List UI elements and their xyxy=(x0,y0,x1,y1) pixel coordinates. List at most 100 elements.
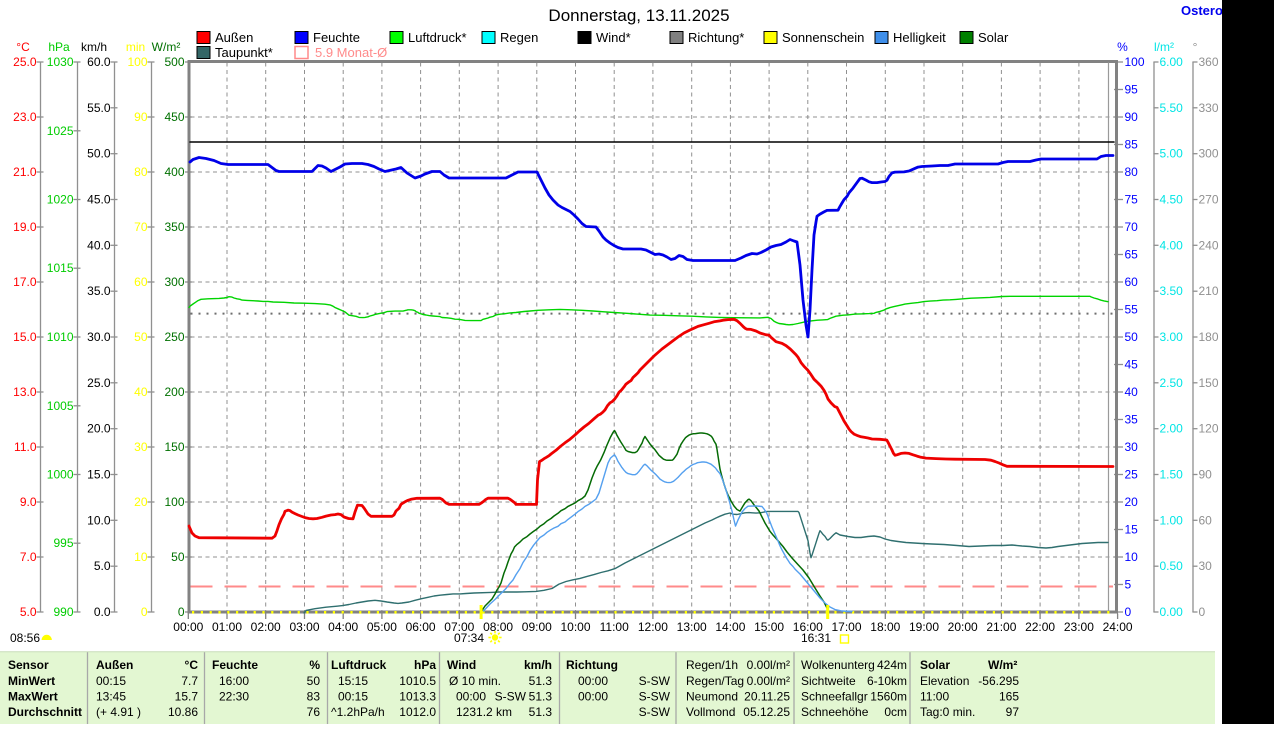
svg-text:%: % xyxy=(309,658,320,672)
svg-text:14:00: 14:00 xyxy=(715,620,745,634)
svg-text:7.7: 7.7 xyxy=(181,674,198,688)
svg-text:00:00: 00:00 xyxy=(578,690,608,704)
svg-text:21.0: 21.0 xyxy=(13,165,37,179)
svg-text:20: 20 xyxy=(1125,495,1139,509)
svg-text:MinWert: MinWert xyxy=(8,674,55,688)
svg-text:21:00: 21:00 xyxy=(986,620,1016,634)
svg-text:17:00: 17:00 xyxy=(831,620,861,634)
svg-text:19.0: 19.0 xyxy=(13,220,37,234)
svg-text:20.11.25: 20.11.25 xyxy=(744,690,790,704)
svg-text:0: 0 xyxy=(1125,605,1132,619)
svg-text:250: 250 xyxy=(164,330,184,344)
svg-text:300: 300 xyxy=(1199,147,1219,161)
svg-text:50: 50 xyxy=(1125,330,1139,344)
svg-text:50: 50 xyxy=(171,550,185,564)
svg-text:Luftdruck: Luftdruck xyxy=(331,658,387,672)
svg-text:51.3: 51.3 xyxy=(529,705,553,719)
svg-text:50.0: 50.0 xyxy=(87,147,111,161)
svg-text:25.0: 25.0 xyxy=(13,55,37,69)
svg-text:80: 80 xyxy=(134,165,148,179)
svg-text:17.0: 17.0 xyxy=(13,275,37,289)
svg-text:40: 40 xyxy=(1125,385,1139,399)
svg-text:995: 995 xyxy=(53,536,73,550)
svg-text:5.0: 5.0 xyxy=(20,605,37,619)
svg-text:5.00: 5.00 xyxy=(1160,147,1184,161)
svg-text:Ø 10 min.: Ø 10 min. xyxy=(449,674,501,688)
svg-text:Schneehöhe: Schneehöhe xyxy=(801,705,869,719)
svg-text:l/m²: l/m² xyxy=(1154,40,1174,54)
svg-text:18:00: 18:00 xyxy=(870,620,900,634)
svg-text:70: 70 xyxy=(1125,220,1139,234)
svg-text:65: 65 xyxy=(1125,248,1139,262)
svg-text:360: 360 xyxy=(1199,55,1219,69)
svg-text:%: % xyxy=(1117,40,1128,54)
svg-text:02:00: 02:00 xyxy=(251,620,281,634)
svg-text:10: 10 xyxy=(134,550,148,564)
svg-text:5: 5 xyxy=(1125,578,1132,592)
svg-text:10.0: 10.0 xyxy=(87,513,111,527)
svg-text:Helligkeit: Helligkeit xyxy=(893,30,946,45)
svg-text:1030: 1030 xyxy=(47,55,74,69)
svg-text:Taupunkt*: Taupunkt* xyxy=(215,45,273,60)
svg-text:300: 300 xyxy=(164,275,184,289)
svg-text:MaxWert: MaxWert xyxy=(8,690,58,704)
svg-text:500: 500 xyxy=(164,55,184,69)
svg-text:5.0: 5.0 xyxy=(94,559,111,573)
svg-text:07:00: 07:00 xyxy=(444,620,474,634)
svg-text:5.50: 5.50 xyxy=(1160,101,1184,115)
svg-text:05:00: 05:00 xyxy=(367,620,397,634)
svg-text:22:30: 22:30 xyxy=(219,690,249,704)
svg-text:100: 100 xyxy=(1125,55,1145,69)
svg-text:Luftdruck*: Luftdruck* xyxy=(408,30,467,45)
svg-text:15:15: 15:15 xyxy=(338,674,368,688)
svg-text:12:00: 12:00 xyxy=(638,620,668,634)
svg-text:04:00: 04:00 xyxy=(328,620,358,634)
svg-text:45: 45 xyxy=(1125,358,1139,372)
svg-text:00:00: 00:00 xyxy=(578,674,608,688)
svg-text:330: 330 xyxy=(1199,101,1219,115)
svg-text:240: 240 xyxy=(1199,238,1219,252)
svg-text:13:45: 13:45 xyxy=(96,690,126,704)
svg-text:1012.0: 1012.0 xyxy=(399,705,436,719)
svg-text:01:00: 01:00 xyxy=(212,620,242,634)
svg-text:07:34: 07:34 xyxy=(454,631,484,645)
svg-text:km/h: km/h xyxy=(81,40,107,54)
svg-text:1.00: 1.00 xyxy=(1160,513,1184,527)
svg-text:10.86: 10.86 xyxy=(168,705,198,719)
svg-text:Solar: Solar xyxy=(920,658,950,672)
svg-text:^1.2hPa/h: ^1.2hPa/h xyxy=(331,705,385,719)
svg-text:S-SW: S-SW xyxy=(639,690,671,704)
svg-text:hPa: hPa xyxy=(48,40,70,54)
svg-text:Regen/Tag: Regen/Tag xyxy=(686,674,744,688)
svg-text:0cm: 0cm xyxy=(884,705,907,719)
svg-text:16:00: 16:00 xyxy=(219,674,249,688)
svg-text:424m: 424m xyxy=(877,658,907,672)
svg-text:55.0: 55.0 xyxy=(87,101,111,115)
svg-text:Richtung*: Richtung* xyxy=(688,30,744,45)
svg-text:200: 200 xyxy=(164,385,184,399)
svg-text:1560m: 1560m xyxy=(870,690,907,704)
svg-text:90: 90 xyxy=(1125,110,1139,124)
svg-text:25: 25 xyxy=(1125,468,1139,482)
svg-text:11:00: 11:00 xyxy=(600,620,629,634)
svg-text:0.00l/m²: 0.00l/m² xyxy=(747,658,790,672)
svg-text:Wind: Wind xyxy=(447,658,476,672)
svg-text:0.00l/m²: 0.00l/m² xyxy=(747,674,790,688)
svg-text:Feuchte: Feuchte xyxy=(313,30,360,45)
svg-text:-56.295: -56.295 xyxy=(978,674,1019,688)
svg-text:150: 150 xyxy=(164,440,184,454)
svg-text:06:00: 06:00 xyxy=(406,620,436,634)
svg-text:0: 0 xyxy=(178,605,185,619)
svg-text:00:00: 00:00 xyxy=(173,620,203,634)
svg-text:450: 450 xyxy=(164,110,184,124)
svg-text:22:00: 22:00 xyxy=(1025,620,1055,634)
svg-text:min: min xyxy=(126,40,145,54)
svg-text:W/m²: W/m² xyxy=(988,658,1017,672)
svg-text:90: 90 xyxy=(134,110,148,124)
svg-text:Tag:0 min.: Tag:0 min. xyxy=(920,705,975,719)
svg-text:Wind*: Wind* xyxy=(596,30,631,45)
svg-text:S-SW: S-SW xyxy=(639,674,671,688)
svg-text:51.3: 51.3 xyxy=(529,690,553,704)
svg-text:Wolkenunterg: Wolkenunterg xyxy=(801,658,875,672)
svg-text:S-SW: S-SW xyxy=(495,690,527,704)
